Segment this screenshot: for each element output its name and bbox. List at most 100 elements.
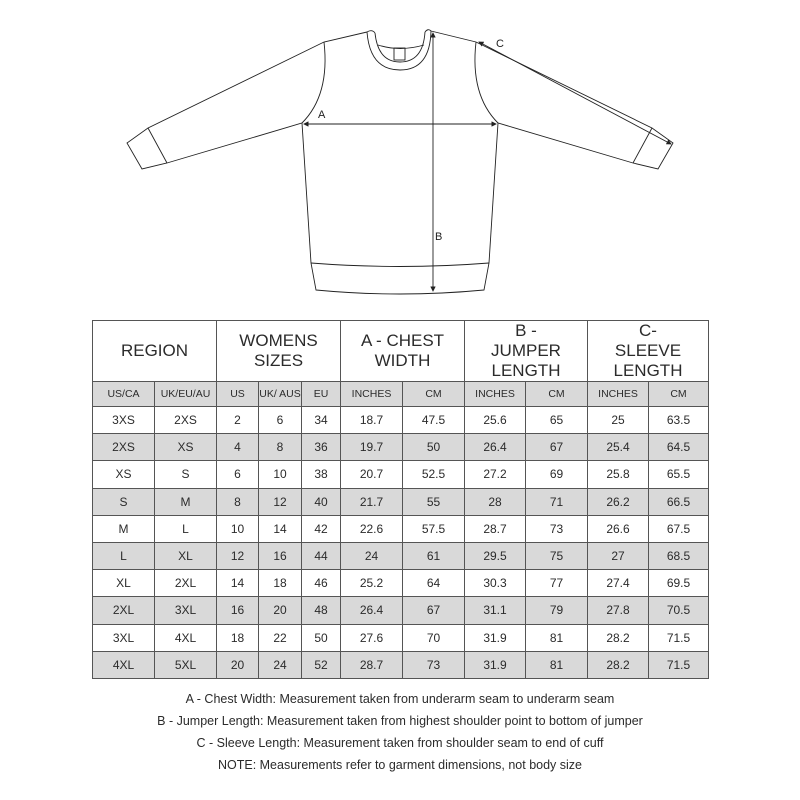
subheader-cell: CM: [402, 381, 465, 407]
table-cell: 69: [525, 460, 588, 489]
sweater-outline: [126, 29, 674, 295]
header-sleeve-length: C- SLEEVE LENGTH: [587, 320, 709, 382]
table-row: 2XL 3XL 16 20 48 26.4 67 31.1 79 27.8 70.5: [92, 596, 709, 625]
table-cell: 31.1: [464, 596, 526, 625]
table-cell: 27.2: [464, 460, 526, 489]
table-cell: 52.5: [402, 460, 465, 489]
table-cell: 21.7: [340, 487, 403, 516]
table-cell: 22: [258, 623, 302, 652]
table-cell: 57.5: [402, 514, 465, 543]
table-cell: 12: [216, 541, 259, 571]
table-cell: 10: [216, 514, 259, 543]
table-cell: 71.5: [648, 623, 709, 652]
table-cell: 67.5: [648, 514, 709, 543]
note-chest-width: A - Chest Width: Measurement taken from …: [185, 692, 615, 706]
label-b: B: [435, 231, 442, 243]
subheader-cell: INCHES: [340, 381, 403, 407]
table-cell: XS: [154, 433, 217, 462]
table-cell: 28: [464, 487, 526, 516]
table-cell: 31.9: [464, 650, 526, 679]
table-cell: 20: [258, 596, 302, 625]
table-cell: 69.5: [648, 569, 709, 598]
table-cell: 3XS: [92, 405, 155, 435]
table-cell: 6: [216, 460, 259, 489]
measurement-lines: [303, 32, 672, 292]
table-cell: 36: [301, 433, 341, 462]
table-cell: XL: [154, 541, 217, 571]
table-cell: 16: [216, 596, 259, 625]
table-cell: L: [92, 541, 155, 571]
table-cell: 31.9: [464, 623, 526, 652]
table-cell: 19.7: [340, 433, 403, 462]
table-cell: S: [92, 487, 155, 516]
sweater-diagram: A B C: [126, 29, 674, 295]
table-row: 2XS XS 4 8 36 19.7 50 26.4 67 25.4 64.5: [92, 433, 709, 462]
header-row: REGION WOMENS SIZES A - CHEST WIDTH B - …: [92, 320, 709, 382]
table-cell: 47.5: [402, 405, 465, 435]
table-cell: 27.4: [587, 569, 649, 598]
table-cell: 25.2: [340, 569, 403, 598]
table-cell: 18: [216, 623, 259, 652]
table-cell: 3XL: [154, 596, 217, 625]
table-cell: 71: [525, 487, 588, 516]
table-cell: 18: [258, 569, 302, 598]
table-cell: 27: [587, 541, 649, 571]
table-cell: 20: [216, 650, 259, 679]
table-cell: 28.2: [587, 650, 649, 679]
table-cell: 73: [402, 650, 465, 679]
table-cell: M: [92, 514, 155, 543]
header-region: REGION: [92, 320, 217, 382]
table-cell: 2XS: [154, 405, 217, 435]
table-cell: 79: [525, 596, 588, 625]
table-cell: 27.8: [587, 596, 649, 625]
table-cell: 48: [301, 596, 341, 625]
table-cell: 68.5: [648, 541, 709, 571]
table-cell: 30.3: [464, 569, 526, 598]
table-cell: 12: [258, 487, 302, 516]
table-cell: 75: [525, 541, 588, 571]
table-cell: 2: [216, 405, 259, 435]
table-cell: 26.2: [587, 487, 649, 516]
subheader-cell: UK/ AUS: [258, 381, 302, 407]
table-cell: 2XS: [92, 433, 155, 462]
label-c: C: [496, 38, 504, 50]
note-jumper-length: B - Jumper Length: Measurement taken fro…: [157, 714, 643, 728]
table-cell: 6: [258, 405, 302, 435]
subheader-cell: EU: [301, 381, 341, 407]
table-cell: L: [154, 514, 217, 543]
table-row: S M 8 12 40 21.7 55 28 71 26.2 66.5: [92, 487, 709, 516]
table-cell: 2XL: [92, 596, 155, 625]
subheader-cell: US: [216, 381, 259, 407]
table-row: 4XL 5XL 20 24 52 28.7 73 31.9 81 28.2 71.5: [92, 650, 709, 679]
subheader-row: US/CA UK/EU/AU US UK/ AUS EU INCHES CM INCHES CM…: [92, 381, 709, 407]
header-womens-sizes: WOMENS SIZES: [216, 320, 341, 382]
table-cell: 28.2: [587, 623, 649, 652]
measurement-notes: A - Chest Width: Measurement taken from …: [0, 688, 800, 776]
table-cell: 71.5: [648, 650, 709, 679]
subheader-cell: US/CA: [92, 381, 155, 407]
table-cell: 26.4: [464, 433, 526, 462]
table-cell: 24: [258, 650, 302, 679]
table-cell: 26.4: [340, 596, 403, 625]
table-row: XS S 6 10 38 20.7 52.5 27.2 69 25.8 65.5: [92, 460, 709, 489]
table-cell: 25.6: [464, 405, 526, 435]
table-cell: 5XL: [154, 650, 217, 679]
table-cell: 77: [525, 569, 588, 598]
table-cell: 67: [402, 596, 465, 625]
table-cell: 14: [258, 514, 302, 543]
table-cell: 20.7: [340, 460, 403, 489]
label-a: A: [318, 109, 326, 121]
table-cell: 25: [587, 405, 649, 435]
table-cell: 16: [258, 541, 302, 571]
table-cell: 81: [525, 623, 588, 652]
table-cell: 55: [402, 487, 465, 516]
table-cell: 25.8: [587, 460, 649, 489]
subheader-cell: CM: [648, 381, 709, 407]
table-cell: 64.5: [648, 433, 709, 462]
table-cell: 28.7: [464, 514, 526, 543]
table-cell: 24: [340, 541, 403, 571]
table-cell: 67: [525, 433, 588, 462]
table-cell: 27.6: [340, 623, 403, 652]
subheader-cell: CM: [525, 381, 588, 407]
table-cell: 50: [402, 433, 465, 462]
